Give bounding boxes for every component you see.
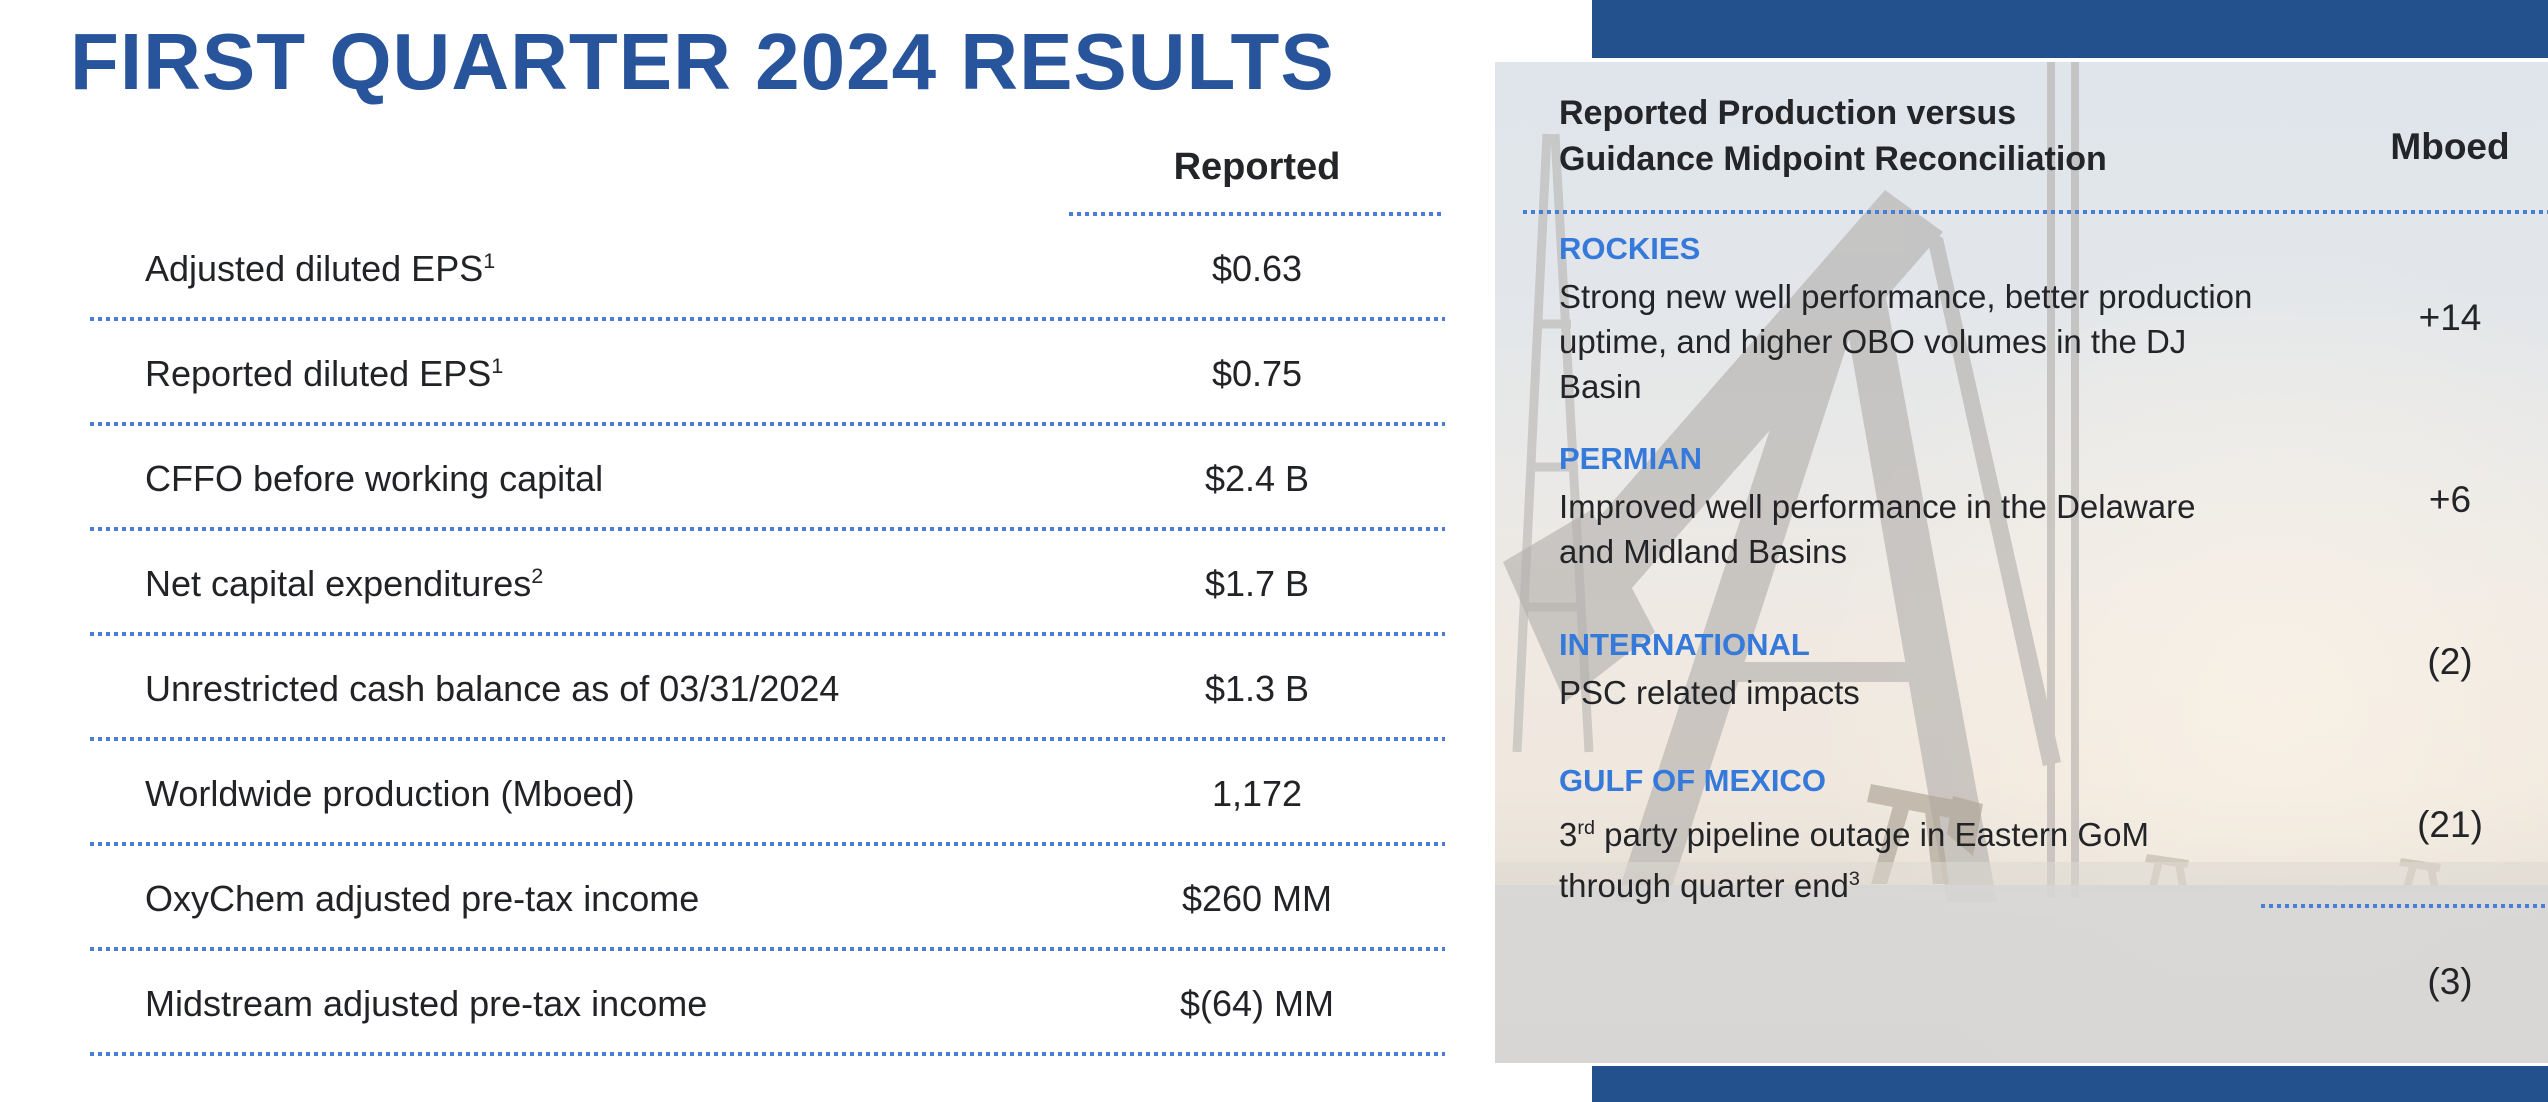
region-label: PERMIAN: [1559, 441, 1702, 476]
mboed-value-gulf-of-mexico: (21): [2417, 804, 2483, 845]
net-total-value: (3): [2427, 961, 2473, 1002]
region-description: Improved well performance in the Delawar…: [1559, 488, 2196, 570]
table-row: CFFO before working capital $2.4 B: [90, 426, 1445, 531]
panel-heading: Reported Production versus Guidance Midp…: [1559, 94, 2107, 178]
row-label: Net capital expenditures2: [145, 562, 544, 604]
region-label: INTERNATIONAL: [1559, 627, 1810, 662]
row-label: Worldwide production (Mboed): [145, 772, 635, 814]
region-label: GULF OF MEXICO: [1559, 763, 1826, 798]
table-row: Unrestricted cash balance as of 03/31/20…: [90, 636, 1445, 741]
region-label: ROCKIES: [1559, 231, 1701, 266]
mboed-value-permian: +6: [2428, 479, 2472, 520]
bottom-accent-bar: [1592, 1066, 2548, 1102]
heading-divider: [1523, 210, 2548, 214]
region-description: 3rd party pipeline outage in Eastern GoM…: [1559, 816, 2149, 904]
row-label: Midstream adjusted pre-tax income: [145, 982, 708, 1024]
region-description: Strong new well performance, better prod…: [1559, 278, 2253, 405]
section-gulf-of-mexico: GULF OF MEXICO 3rd party pipeline outage…: [1559, 760, 2259, 908]
production-panel: Reported Production versus Guidance Midp…: [1495, 62, 2548, 1063]
row-value: $1.7 B: [1204, 562, 1310, 604]
section-international: INTERNATIONAL PSC related impacts: [1559, 624, 2259, 715]
panel-content: Reported Production versus Guidance Midp…: [1495, 62, 2548, 1063]
row-value: $2.4 B: [1204, 457, 1310, 499]
table-row: OxyChem adjusted pre-tax income $260 MM: [90, 846, 1445, 951]
table-row: Midstream adjusted pre-tax income $(64) …: [90, 951, 1445, 1056]
row-label: Unrestricted cash balance as of 03/31/20…: [145, 667, 840, 709]
row-value: $0.63: [1211, 247, 1303, 289]
footnote-marker: 2: [531, 562, 544, 588]
financial-table: Reported Adjusted diluted EPS1 $0.63 Rep…: [90, 118, 1445, 1056]
pumpjack-photo-background: [1495, 62, 2548, 1063]
mboed-column-header: Mboed: [2390, 126, 2510, 167]
section-permian: PERMIAN Improved well performance in the…: [1559, 438, 2259, 574]
table-header-reported: Reported: [1069, 118, 1445, 216]
mboed-value-rockies: +14: [2418, 297, 2482, 338]
section-rockies: ROCKIES Strong new well performance, bet…: [1559, 228, 2259, 409]
row-value: 1,172: [1211, 772, 1303, 814]
row-label: CFFO before working capital: [145, 457, 604, 499]
row-value: $260 MM: [1181, 877, 1333, 919]
table-row: Adjusted diluted EPS1 $0.63: [90, 216, 1445, 321]
mboed-value-international: (2): [2427, 641, 2473, 682]
row-label: Reported diluted EPS1: [145, 352, 504, 394]
row-value: $1.3 B: [1204, 667, 1310, 709]
table-header-row: Reported: [90, 118, 1445, 216]
region-description: PSC related impacts: [1559, 674, 1860, 711]
row-label: OxyChem adjusted pre-tax income: [145, 877, 700, 919]
table-row: Worldwide production (Mboed) 1,172: [90, 741, 1445, 846]
row-value: $0.75: [1211, 352, 1303, 394]
row-label: Adjusted diluted EPS1: [145, 247, 496, 289]
footnote-marker: 1: [483, 247, 496, 273]
page-title: FIRST QUARTER 2024 RESULTS: [70, 17, 1335, 106]
row-value: $(64) MM: [1179, 982, 1335, 1024]
table-row: Reported diluted EPS1 $0.75: [90, 321, 1445, 426]
top-accent-bar: [1592, 0, 2548, 58]
ordinal-suffix: rd: [1577, 817, 1595, 839]
subtotal-divider: [2261, 904, 2548, 908]
footnote-marker: 1: [491, 352, 504, 378]
table-row: Net capital expenditures2 $1.7 B: [90, 531, 1445, 636]
footnote-marker: 3: [1848, 868, 1860, 890]
